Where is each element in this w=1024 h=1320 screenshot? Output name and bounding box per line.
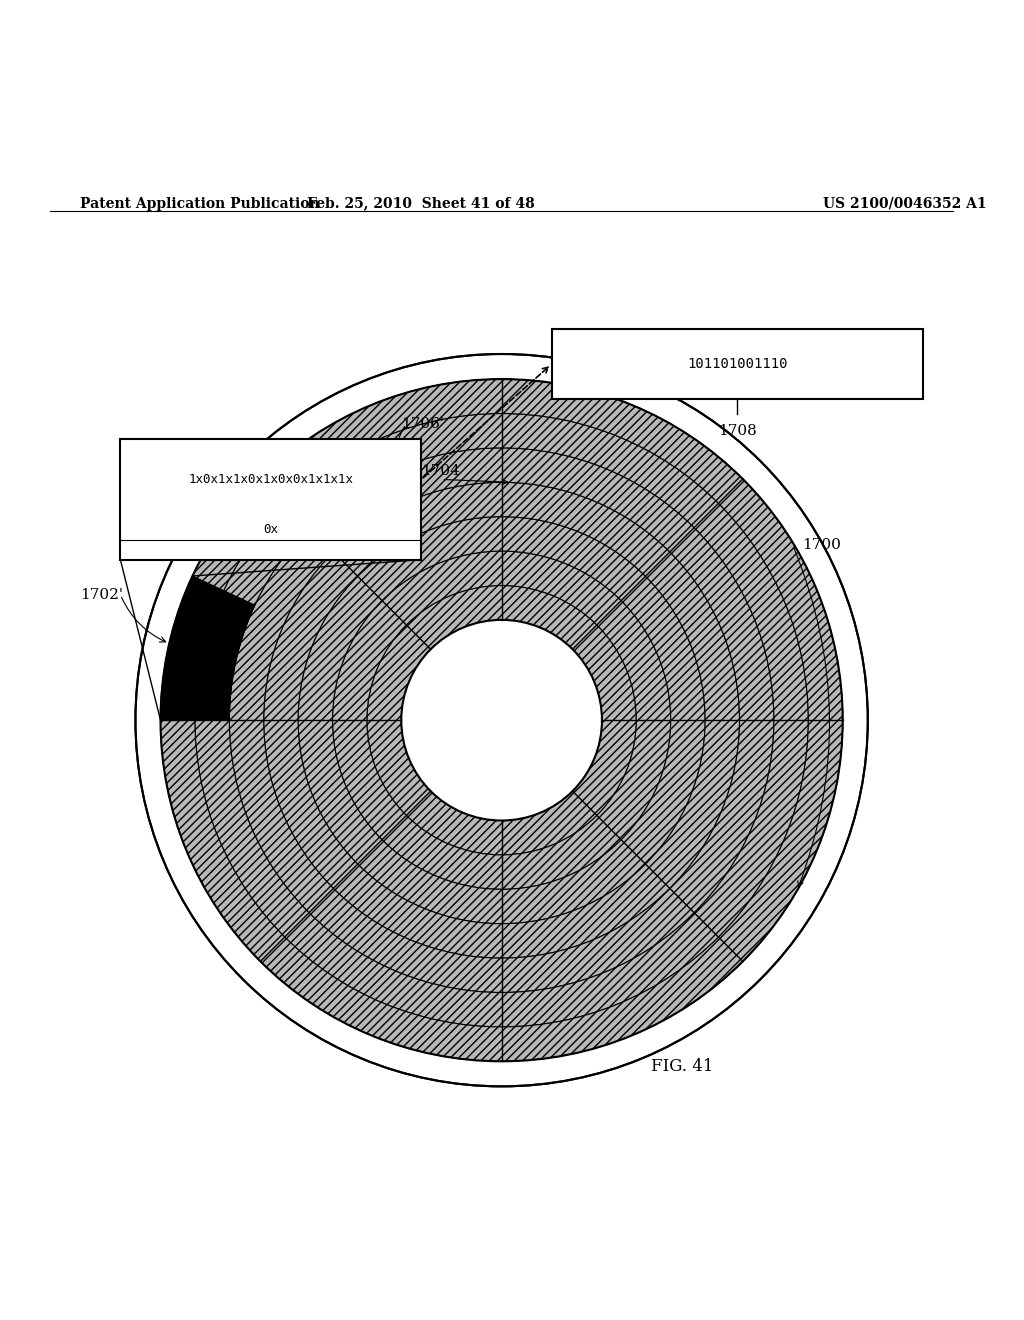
Wedge shape [195, 413, 808, 1027]
Text: FIG. 41: FIG. 41 [651, 1057, 714, 1074]
Wedge shape [229, 447, 774, 993]
Text: US 2100/0046352 A1: US 2100/0046352 A1 [822, 197, 986, 210]
Text: 1708: 1708 [718, 424, 757, 438]
FancyBboxPatch shape [552, 329, 923, 399]
Wedge shape [264, 482, 739, 958]
Wedge shape [367, 586, 636, 855]
Text: 101101001110: 101101001110 [687, 356, 787, 371]
Text: 1x0x1x1x0x1x0x0x1x1x1x: 1x0x1x1x0x1x0x0x1x1x1x [188, 473, 353, 486]
Circle shape [135, 354, 867, 1086]
Text: Feb. 25, 2010  Sheet 41 of 48: Feb. 25, 2010 Sheet 41 of 48 [307, 197, 536, 210]
Wedge shape [195, 590, 255, 721]
Wedge shape [333, 550, 671, 890]
Text: 1700: 1700 [803, 537, 842, 552]
Text: 1706': 1706' [401, 417, 444, 432]
FancyBboxPatch shape [121, 440, 421, 560]
Text: 1704: 1704 [421, 465, 460, 478]
Text: 1702': 1702' [80, 587, 123, 602]
Wedge shape [161, 576, 223, 721]
Circle shape [401, 620, 602, 821]
Text: Patent Application Publication: Patent Application Publication [80, 197, 319, 210]
Wedge shape [161, 379, 843, 1061]
Wedge shape [298, 516, 706, 924]
Text: 0x: 0x [263, 523, 279, 536]
